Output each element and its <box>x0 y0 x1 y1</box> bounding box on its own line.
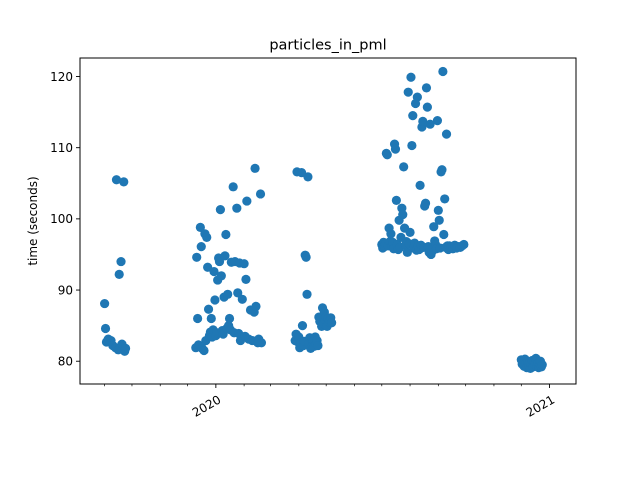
data-point <box>196 242 206 252</box>
data-point <box>221 229 231 240</box>
data-point <box>408 111 418 121</box>
data-point <box>415 180 425 191</box>
data-point <box>120 343 131 354</box>
data-point <box>192 252 202 262</box>
data-point <box>398 209 408 220</box>
y-axis-label: time (seconds) <box>26 176 40 265</box>
y-tick-label: 110 <box>50 141 73 155</box>
data-point <box>193 313 203 324</box>
data-point <box>429 222 439 232</box>
data-point <box>239 259 249 269</box>
data-point <box>114 269 124 279</box>
y-tick-label: 100 <box>50 212 73 226</box>
data-point <box>432 116 443 126</box>
data-point <box>250 163 260 173</box>
data-point <box>459 239 469 250</box>
plot-area-frame <box>79 57 577 385</box>
data-point <box>302 289 312 299</box>
data-point <box>537 360 547 370</box>
data-point <box>220 251 230 261</box>
data-point <box>391 195 401 205</box>
data-point <box>390 144 401 154</box>
data-point <box>303 172 313 182</box>
data-point <box>209 266 219 277</box>
data-point <box>255 189 266 199</box>
data-point <box>412 92 422 102</box>
data-point <box>202 232 212 242</box>
y-tick-label: 80 <box>58 355 73 369</box>
data-point <box>437 165 447 175</box>
y-tick-label: 120 <box>50 70 73 84</box>
data-point <box>421 83 432 93</box>
data-point <box>237 294 247 304</box>
data-point <box>425 119 435 129</box>
data-point <box>203 304 214 314</box>
data-point <box>399 162 409 172</box>
data-point <box>232 203 242 213</box>
data-point <box>195 222 205 233</box>
data-point <box>233 288 243 298</box>
data-point <box>111 175 122 185</box>
y-tick-label: 90 <box>58 283 73 297</box>
data-point <box>420 198 431 208</box>
data-point <box>256 338 267 348</box>
data-point <box>313 340 323 351</box>
data-point <box>251 301 261 312</box>
data-point <box>405 227 415 237</box>
data-point <box>210 295 220 305</box>
data-point <box>116 256 126 267</box>
data-point <box>223 289 233 299</box>
data-point <box>407 140 417 151</box>
data-point <box>422 102 432 112</box>
data-point <box>100 323 111 334</box>
data-point <box>119 177 129 187</box>
data-point <box>418 116 428 126</box>
data-point <box>403 87 413 97</box>
data-point <box>214 256 225 267</box>
data-point <box>215 205 226 215</box>
data-point <box>434 215 444 225</box>
data-point <box>199 345 209 356</box>
data-point <box>441 129 452 139</box>
data-points <box>100 66 547 373</box>
data-point <box>386 229 396 239</box>
data-point <box>242 196 252 206</box>
data-point <box>100 298 110 309</box>
data-point <box>216 271 226 281</box>
data-point <box>406 72 416 82</box>
data-point <box>228 182 238 192</box>
data-point <box>224 313 235 324</box>
data-point <box>440 194 450 204</box>
y-axis-ticks: 80 90 100 110 120 <box>50 70 80 369</box>
data-point <box>438 66 448 77</box>
data-point <box>206 313 216 324</box>
data-point <box>433 205 443 215</box>
data-point <box>327 318 337 328</box>
data-point <box>241 274 251 284</box>
data-point <box>301 252 311 262</box>
data-point <box>382 150 392 160</box>
chart-title: particles_in_pml <box>269 38 386 54</box>
data-point <box>297 321 308 331</box>
data-point <box>439 229 449 240</box>
